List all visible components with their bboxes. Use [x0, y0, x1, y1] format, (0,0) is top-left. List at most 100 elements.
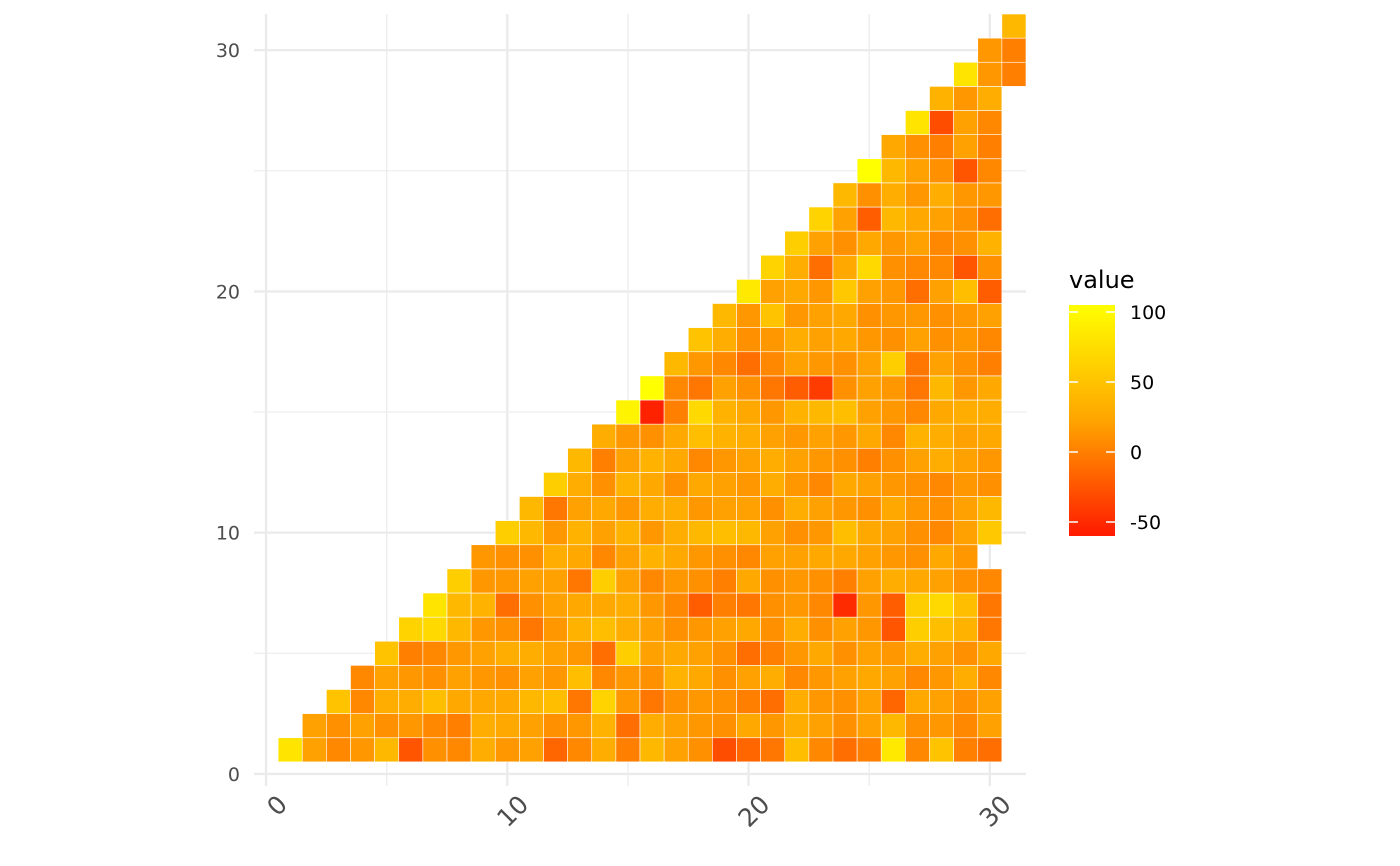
heatmap-cell: [494, 568, 520, 594]
heatmap-cell: [712, 592, 737, 618]
heatmap-cell: [687, 375, 713, 401]
heatmap-cell: [977, 351, 1003, 377]
heatmap-cell: [374, 665, 400, 690]
heatmap-cell: [760, 713, 786, 739]
heatmap-cell: [470, 568, 496, 594]
heatmap-cell: [929, 254, 954, 280]
heatmap-cell: [929, 279, 954, 304]
heatmap-cell: [446, 592, 472, 618]
y-tick-label: 30: [216, 40, 240, 62]
heatmap-cell: [905, 110, 930, 135]
heatmap-cell: [856, 182, 882, 208]
heatmap-cell: [856, 592, 882, 618]
heatmap-cell: [808, 592, 834, 618]
heatmap-cell: [760, 592, 786, 618]
heatmap-cell: [929, 689, 954, 714]
heatmap-cell: [784, 616, 810, 642]
heatmap-cell: [977, 447, 1003, 473]
heatmap-cell: [736, 640, 761, 666]
heatmap-cell: [470, 737, 496, 763]
heatmap-cell: [856, 351, 882, 377]
heatmap-cell: [784, 665, 810, 690]
heatmap-cell: [615, 616, 641, 642]
heatmap-cell: [591, 689, 617, 714]
heatmap-cell: [784, 496, 810, 521]
heatmap-cell: [398, 713, 424, 739]
heatmap-cell: [953, 616, 979, 642]
heatmap-cell: [615, 544, 641, 570]
heatmap-cell: [422, 665, 448, 690]
heatmap-cell: [977, 737, 1003, 763]
heatmap-cell: [639, 375, 665, 401]
heatmap-cell: [687, 568, 713, 594]
heatmap-cell: [929, 423, 954, 449]
heatmap-cell: [953, 303, 979, 328]
heatmap-cell: [543, 665, 568, 690]
heatmap-cell: [880, 640, 906, 666]
x-tick-label: 0: [261, 790, 293, 822]
heatmap-cell: [470, 665, 496, 690]
heatmap-cell: [663, 351, 689, 377]
heatmap-cell: [929, 592, 954, 618]
heatmap-cell: [760, 568, 786, 594]
heatmap-cell: [736, 472, 761, 497]
heatmap-cell: [953, 279, 979, 304]
heatmap-cell: [856, 616, 882, 642]
heatmap-cell: [808, 520, 834, 546]
legend-labels: 100 50 0 -50: [1069, 302, 1166, 534]
heatmap-cell: [519, 737, 544, 763]
heatmap-cell: [977, 472, 1003, 497]
heatmap-cell: [1001, 37, 1027, 63]
heatmap-cell: [832, 447, 858, 473]
heatmap-cell: [977, 520, 1003, 546]
heatmap-cell: [929, 158, 954, 184]
heatmap-cell: [832, 206, 858, 232]
heatmap-cell: [977, 182, 1003, 208]
heatmap-cell: [760, 472, 786, 497]
heatmap-cell: [519, 713, 544, 739]
heatmap-cell: [784, 447, 810, 473]
x-tick-label: 10: [491, 790, 534, 833]
heatmap-cell: [712, 496, 737, 521]
heatmap-cell: [905, 279, 930, 304]
heatmap-cell: [615, 689, 641, 714]
heatmap-cell: [712, 520, 737, 546]
heatmap-cell: [905, 182, 930, 208]
heatmap-cell: [760, 279, 786, 304]
heatmap-cell: [687, 713, 713, 739]
heatmap-cell: [929, 472, 954, 497]
heatmap-cell: [929, 568, 954, 594]
heatmap-cell: [639, 737, 665, 763]
heatmap-cell: [567, 568, 593, 594]
heatmap-cell: [470, 592, 496, 618]
y-axis-ticks: 0 10 20 30: [216, 40, 240, 786]
heatmap-cell: [977, 689, 1003, 714]
heatmap-cell: [784, 279, 810, 304]
heatmap-cell: [929, 86, 954, 111]
heatmap-cell: [929, 713, 954, 739]
heatmap-cell: [929, 640, 954, 666]
heatmap-cell: [760, 737, 786, 763]
heatmap-cell: [880, 254, 906, 280]
heatmap-cell: [977, 399, 1003, 425]
heatmap-cell: [736, 399, 761, 425]
heatmap-cell: [350, 713, 375, 739]
heatmap-cell: [953, 110, 979, 135]
heatmap-cell: [856, 544, 882, 570]
heatmap-cell: [712, 544, 737, 570]
heatmap-cell: [736, 351, 761, 377]
heatmap-cell: [494, 689, 520, 714]
heatmap-cell: [712, 423, 737, 449]
heatmap-cell: [856, 423, 882, 449]
heatmap-cell: [880, 737, 906, 763]
heatmap-cell: [736, 689, 761, 714]
heatmap-cell: [760, 520, 786, 546]
heatmap-cell: [953, 375, 979, 401]
heatmap-cell: [856, 520, 882, 546]
heatmap-cell: [977, 254, 1003, 280]
heatmap-cell: [663, 472, 689, 497]
heatmap-cell: [953, 544, 979, 570]
heatmap-cell: [808, 472, 834, 497]
heatmap-cell: [832, 472, 858, 497]
heatmap-cell: [977, 713, 1003, 739]
